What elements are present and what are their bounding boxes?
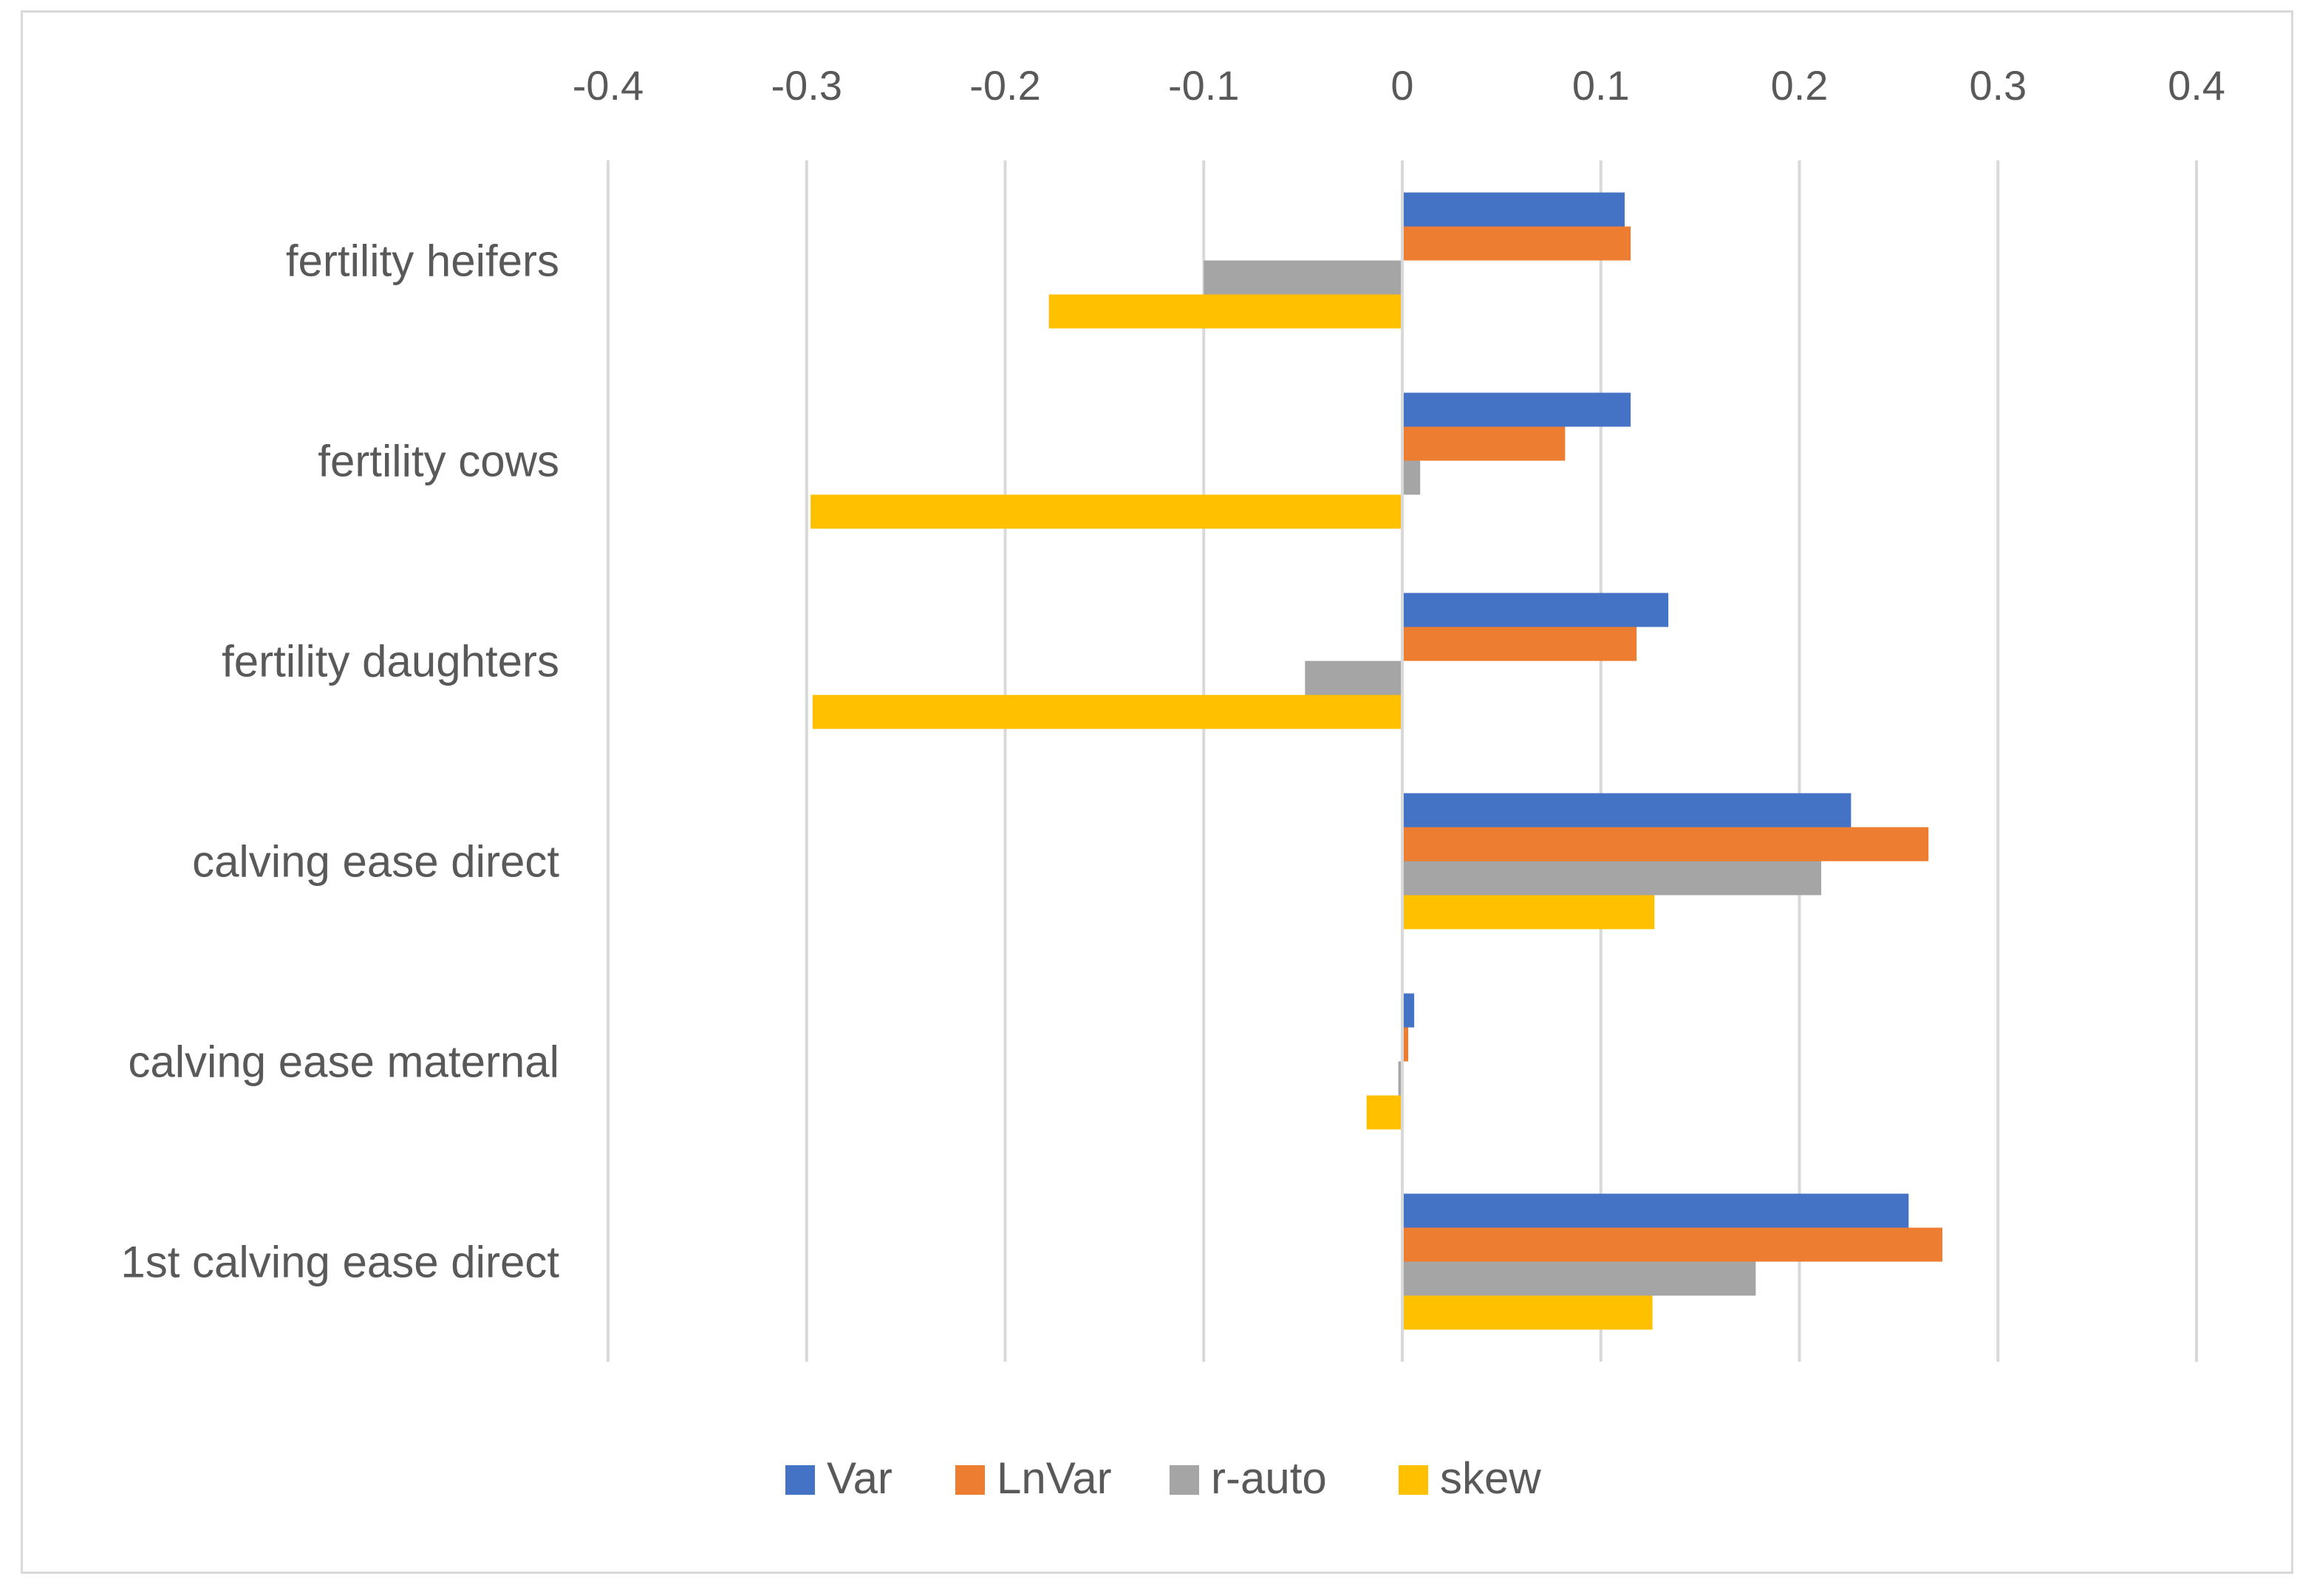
x-tick-label: -0.4: [573, 62, 644, 109]
bar-lnvar-1st-calving-ease-direct: [1402, 1227, 1942, 1262]
category-labels: fertility heifers fertility cows fertility…: [120, 236, 559, 1287]
x-tick-label: 0.4: [2168, 62, 2225, 109]
legend-swatch-var: [785, 1465, 815, 1495]
category-label-fertility-heifers: fertility heifers: [286, 236, 559, 286]
category-label-calving-ease-direct: calving ease direct: [192, 837, 559, 887]
category-label-fertility-daughters: fertility daughters: [222, 637, 559, 686]
x-tick-label: 0: [1390, 62, 1413, 109]
bar-var-fertility-heifers: [1402, 192, 1625, 227]
bar-var-calving-ease-maternal: [1402, 993, 1415, 1028]
bar-r-auto-calving-ease-maternal: [1398, 1061, 1402, 1096]
bar-lnvar-calving-ease-maternal: [1402, 1027, 1409, 1062]
bar-r-auto-fertility-daughters: [1305, 661, 1402, 695]
x-tick-label: -0.1: [1168, 62, 1240, 109]
bar-lnvar-calving-ease-direct: [1402, 827, 1929, 862]
x-tick-label: 0.3: [1969, 62, 2027, 109]
legend-swatch-r-auto: [1170, 1465, 1199, 1495]
x-tick-label: 0.1: [1572, 62, 1630, 109]
bar-skew-calving-ease-maternal: [1366, 1095, 1402, 1130]
x-axis-ticks: -0.4 -0.3 -0.2 -0.1 0 0.1 0.2 0.3 0.4: [573, 62, 2225, 109]
bar-skew-fertility-cows: [810, 494, 1402, 529]
legend-label-var: Var: [827, 1453, 893, 1503]
bar-r-auto-fertility-cows: [1402, 460, 1421, 495]
x-tick-label: -0.2: [969, 62, 1041, 109]
bar-r-auto-calving-ease-direct: [1402, 861, 1822, 896]
x-tick-label: 0.2: [1771, 62, 1829, 109]
legend-label-lnvar: LnVar: [997, 1453, 1112, 1503]
legend-swatch-lnvar: [955, 1465, 985, 1495]
legend-swatch-skew: [1399, 1465, 1428, 1495]
legend: Var LnVar r-auto skew: [785, 1453, 1541, 1503]
bar-lnvar-fertility-cows: [1402, 426, 1566, 461]
bar-lnvar-fertility-heifers: [1402, 226, 1631, 261]
bar-var-calving-ease-direct: [1402, 793, 1851, 828]
category-label-fertility-cows: fertility cows: [318, 437, 559, 486]
bar-chart: -0.4 -0.3 -0.2 -0.1 0 0.1 0.2 0.3 0.4 fertility …: [120, 62, 2225, 1503]
bar-skew-1st-calving-ease-direct: [1402, 1295, 1653, 1330]
bar-skew-fertility-heifers: [1048, 294, 1402, 329]
category-label-calving-ease-maternal: calving ease maternal: [128, 1037, 559, 1087]
bar-skew-calving-ease-direct: [1402, 895, 1655, 930]
bar-var-fertility-daughters: [1402, 593, 1669, 627]
bar-var-fertility-cows: [1402, 392, 1631, 427]
category-label-1st-calving-ease-direct: 1st calving ease direct: [120, 1238, 559, 1287]
bar-var-1st-calving-ease-direct: [1402, 1193, 1909, 1228]
bar-r-auto-fertility-heifers: [1204, 260, 1402, 295]
legend-label-r-auto: r-auto: [1211, 1453, 1327, 1503]
legend-label-skew: skew: [1440, 1453, 1541, 1503]
bar-lnvar-fertility-daughters: [1402, 627, 1637, 661]
bar-skew-fertility-daughters: [812, 695, 1402, 729]
bar-r-auto-1st-calving-ease-direct: [1402, 1261, 1756, 1296]
x-tick-label: -0.3: [771, 62, 843, 109]
bars: [810, 192, 1942, 1330]
chart-frame: -0.4 -0.3 -0.2 -0.1 0 0.1 0.2 0.3 0.4 fertility …: [21, 10, 2293, 1574]
